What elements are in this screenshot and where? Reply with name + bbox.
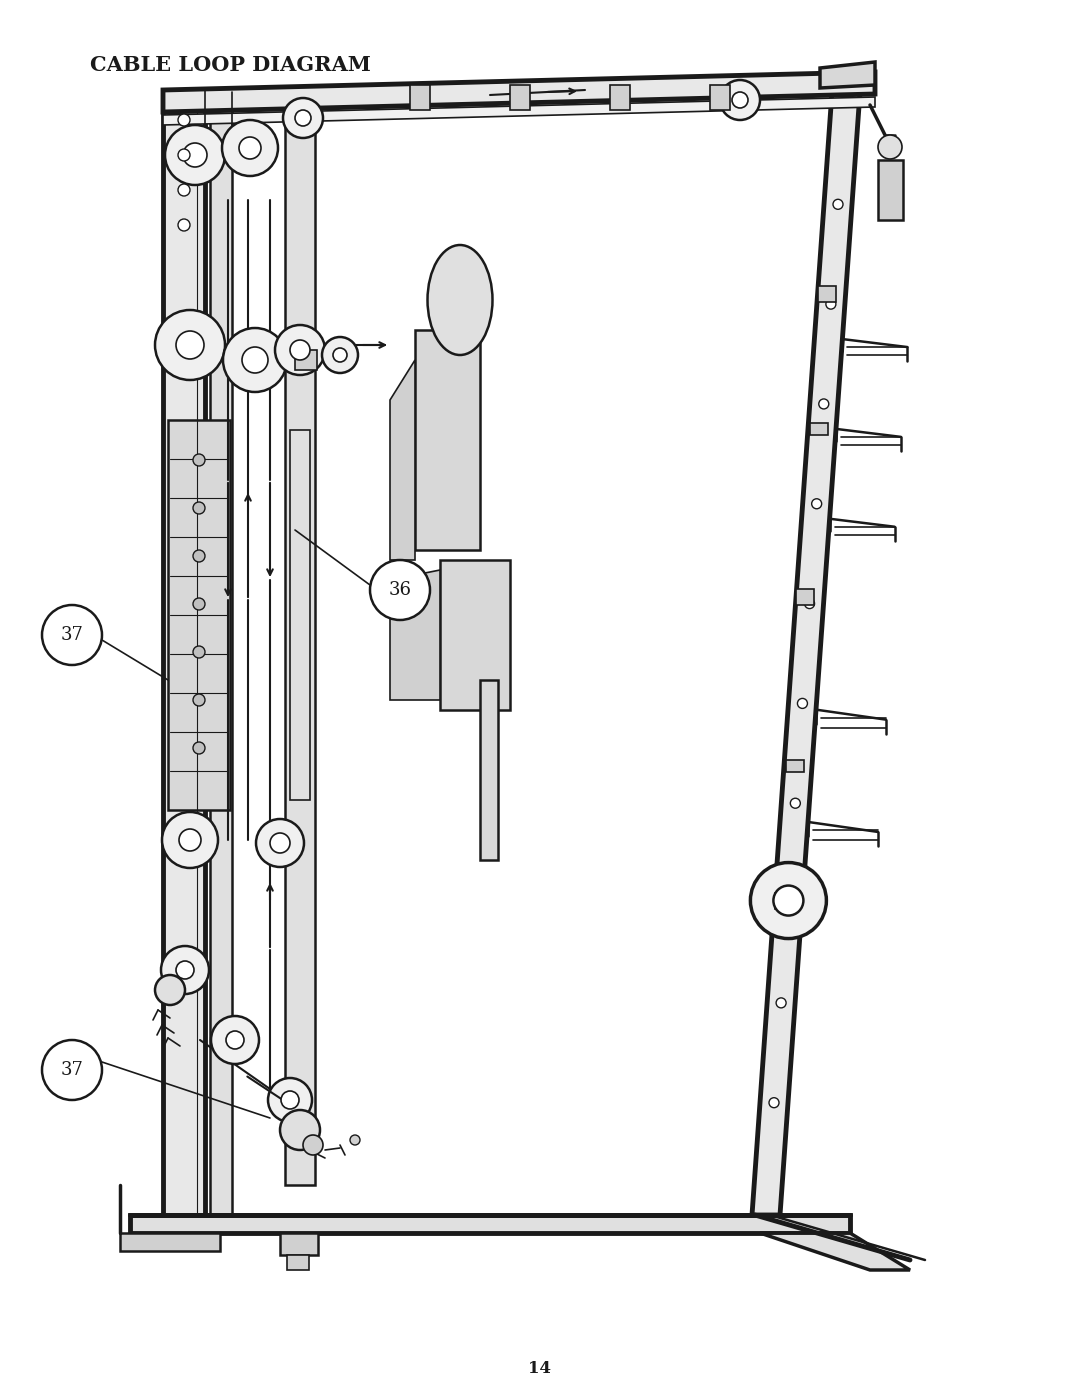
Polygon shape: [752, 92, 860, 1215]
Bar: [786, 760, 805, 771]
Polygon shape: [390, 570, 440, 700]
Bar: [415, 330, 480, 550]
Circle shape: [193, 502, 205, 514]
Polygon shape: [163, 96, 875, 124]
Text: 14: 14: [528, 1361, 552, 1377]
Circle shape: [222, 120, 278, 176]
Circle shape: [751, 862, 826, 939]
Circle shape: [303, 1134, 323, 1155]
Circle shape: [156, 975, 185, 1004]
Circle shape: [268, 1078, 312, 1122]
Circle shape: [281, 1091, 299, 1109]
Circle shape: [275, 326, 325, 374]
Circle shape: [178, 149, 190, 161]
Text: 36: 36: [389, 581, 411, 599]
Circle shape: [178, 184, 190, 196]
Circle shape: [222, 328, 287, 393]
Bar: [265, 842, 295, 861]
Circle shape: [291, 339, 310, 360]
Circle shape: [178, 115, 190, 126]
Circle shape: [162, 812, 218, 868]
Circle shape: [732, 92, 748, 108]
Circle shape: [42, 1039, 102, 1099]
Circle shape: [773, 886, 804, 915]
Circle shape: [370, 560, 430, 620]
Bar: [878, 161, 903, 219]
Circle shape: [270, 833, 291, 854]
Bar: [280, 1234, 318, 1255]
Circle shape: [283, 98, 323, 138]
Bar: [410, 85, 430, 110]
Circle shape: [791, 798, 800, 809]
Polygon shape: [820, 61, 875, 88]
Circle shape: [819, 400, 828, 409]
Bar: [796, 590, 814, 605]
Circle shape: [193, 598, 205, 610]
Circle shape: [239, 137, 261, 159]
Bar: [291, 430, 310, 800]
Bar: [610, 85, 630, 110]
Bar: [480, 680, 498, 861]
Circle shape: [178, 219, 190, 231]
Circle shape: [720, 80, 760, 120]
Circle shape: [783, 898, 793, 908]
Circle shape: [878, 136, 902, 159]
Circle shape: [256, 819, 303, 868]
Circle shape: [211, 1016, 259, 1065]
Circle shape: [769, 1098, 779, 1108]
Circle shape: [333, 348, 347, 362]
Circle shape: [193, 550, 205, 562]
Circle shape: [179, 828, 201, 851]
Circle shape: [226, 1031, 244, 1049]
Bar: [287, 1255, 309, 1270]
Circle shape: [833, 200, 843, 210]
Circle shape: [156, 310, 225, 380]
Bar: [774, 893, 793, 908]
Bar: [210, 110, 232, 1215]
Circle shape: [176, 331, 204, 359]
Bar: [440, 560, 510, 710]
Circle shape: [242, 346, 268, 373]
Polygon shape: [760, 1234, 910, 1270]
Bar: [810, 423, 828, 434]
Circle shape: [165, 124, 225, 184]
Bar: [510, 85, 530, 110]
Bar: [285, 105, 315, 1185]
Bar: [295, 351, 318, 370]
Circle shape: [826, 299, 836, 309]
Circle shape: [161, 946, 210, 995]
Bar: [130, 1215, 850, 1234]
Circle shape: [295, 110, 311, 126]
Bar: [818, 286, 836, 302]
Text: CABLE LOOP DIAGRAM: CABLE LOOP DIAGRAM: [90, 54, 370, 75]
Bar: [163, 89, 205, 1215]
Polygon shape: [163, 73, 875, 112]
Circle shape: [193, 454, 205, 467]
Circle shape: [812, 499, 822, 509]
Circle shape: [350, 1134, 360, 1146]
Ellipse shape: [428, 244, 492, 355]
Bar: [168, 420, 230, 810]
Circle shape: [193, 742, 205, 754]
Polygon shape: [390, 360, 415, 560]
Circle shape: [805, 598, 814, 609]
Circle shape: [193, 645, 205, 658]
Circle shape: [777, 997, 786, 1007]
Circle shape: [322, 337, 357, 373]
Circle shape: [193, 694, 205, 705]
Circle shape: [797, 698, 808, 708]
Circle shape: [183, 142, 207, 168]
Circle shape: [176, 961, 194, 979]
Bar: [120, 1234, 220, 1250]
Circle shape: [280, 1111, 320, 1150]
Text: 37: 37: [60, 1060, 83, 1078]
Text: 37: 37: [60, 626, 83, 644]
Circle shape: [42, 605, 102, 665]
Bar: [710, 85, 730, 110]
